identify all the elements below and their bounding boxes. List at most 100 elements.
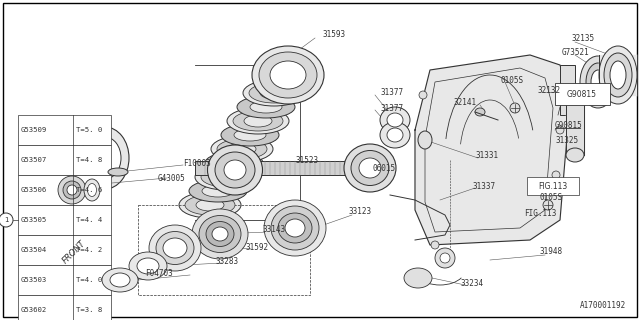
- Ellipse shape: [205, 152, 263, 174]
- Ellipse shape: [207, 145, 262, 195]
- Text: 31593: 31593: [322, 29, 345, 38]
- Ellipse shape: [380, 107, 410, 133]
- Text: 31948: 31948: [540, 247, 563, 257]
- Bar: [18, 205, 111, 235]
- Circle shape: [419, 91, 427, 99]
- Ellipse shape: [610, 61, 626, 89]
- Ellipse shape: [110, 273, 130, 287]
- Ellipse shape: [260, 87, 288, 99]
- Text: FIG.113: FIG.113: [538, 181, 568, 190]
- Ellipse shape: [217, 139, 267, 159]
- Ellipse shape: [249, 83, 299, 103]
- Ellipse shape: [387, 128, 403, 142]
- Ellipse shape: [586, 63, 610, 101]
- Ellipse shape: [212, 171, 240, 183]
- Ellipse shape: [102, 268, 138, 292]
- Ellipse shape: [344, 144, 396, 192]
- Text: G53505: G53505: [21, 217, 47, 223]
- Text: F04703: F04703: [145, 268, 173, 277]
- Text: T=4. 6: T=4. 6: [76, 187, 102, 193]
- Ellipse shape: [201, 167, 251, 187]
- Ellipse shape: [387, 113, 403, 127]
- Ellipse shape: [192, 209, 248, 259]
- Text: FIG.113: FIG.113: [524, 209, 556, 218]
- Ellipse shape: [252, 46, 324, 104]
- Text: 31325: 31325: [555, 135, 578, 145]
- Ellipse shape: [278, 213, 312, 243]
- Text: G53602: G53602: [21, 307, 47, 313]
- Text: 33283: 33283: [215, 258, 238, 267]
- Bar: [18, 235, 111, 265]
- Ellipse shape: [195, 164, 257, 190]
- Text: T=4. 8: T=4. 8: [76, 157, 102, 163]
- Text: G73521: G73521: [562, 47, 589, 57]
- Text: 31592: 31592: [245, 243, 268, 252]
- Circle shape: [543, 200, 553, 210]
- Ellipse shape: [580, 56, 616, 108]
- Ellipse shape: [179, 192, 241, 218]
- Text: T=3. 8: T=3. 8: [76, 307, 102, 313]
- Bar: [555, 83, 610, 105]
- Text: 33234: 33234: [460, 278, 483, 287]
- Text: 31377: 31377: [380, 87, 403, 97]
- Text: T=4. 0: T=4. 0: [76, 277, 102, 283]
- Ellipse shape: [211, 136, 273, 162]
- Ellipse shape: [591, 70, 605, 94]
- Bar: [18, 115, 111, 145]
- Ellipse shape: [244, 115, 272, 127]
- Text: 32132: 32132: [538, 85, 561, 94]
- Ellipse shape: [475, 108, 485, 116]
- Ellipse shape: [404, 268, 432, 288]
- Ellipse shape: [108, 168, 128, 176]
- Circle shape: [58, 176, 86, 204]
- Text: 0105S: 0105S: [500, 76, 523, 84]
- Ellipse shape: [566, 88, 584, 102]
- Ellipse shape: [243, 80, 305, 106]
- Ellipse shape: [351, 150, 389, 186]
- Ellipse shape: [221, 124, 279, 146]
- Circle shape: [510, 103, 520, 113]
- Circle shape: [431, 241, 439, 249]
- Bar: [195, 161, 375, 175]
- Bar: [18, 175, 111, 205]
- Bar: [18, 145, 111, 175]
- Ellipse shape: [250, 101, 282, 113]
- Text: G53509: G53509: [21, 127, 47, 133]
- Ellipse shape: [566, 148, 584, 162]
- Text: G90815: G90815: [567, 90, 597, 99]
- Polygon shape: [599, 55, 637, 95]
- Text: T=4. 4: T=4. 4: [76, 217, 102, 223]
- Text: FRONT: FRONT: [61, 238, 88, 265]
- Ellipse shape: [202, 185, 234, 197]
- Text: 31331: 31331: [475, 150, 498, 159]
- Bar: [527, 177, 579, 195]
- Text: G90815: G90815: [555, 121, 583, 130]
- Ellipse shape: [271, 206, 319, 250]
- Ellipse shape: [380, 122, 410, 148]
- Ellipse shape: [259, 52, 317, 98]
- Ellipse shape: [199, 215, 241, 252]
- Ellipse shape: [89, 137, 121, 179]
- Ellipse shape: [224, 160, 246, 180]
- Ellipse shape: [185, 195, 235, 215]
- Polygon shape: [415, 55, 570, 245]
- Text: 1: 1: [4, 217, 8, 223]
- Ellipse shape: [84, 179, 100, 201]
- Ellipse shape: [227, 108, 289, 134]
- Ellipse shape: [418, 131, 432, 149]
- Ellipse shape: [285, 219, 305, 237]
- Text: 32135: 32135: [572, 34, 595, 43]
- Text: G53506: G53506: [21, 187, 47, 193]
- Text: T=5. 0: T=5. 0: [76, 127, 102, 133]
- Ellipse shape: [81, 127, 129, 189]
- Text: 31523: 31523: [295, 156, 318, 164]
- Text: 0105S: 0105S: [540, 194, 563, 203]
- Bar: [18, 265, 111, 295]
- Ellipse shape: [212, 227, 228, 241]
- Ellipse shape: [359, 158, 381, 178]
- Circle shape: [63, 181, 81, 199]
- Ellipse shape: [137, 258, 159, 274]
- Polygon shape: [566, 95, 584, 155]
- Bar: [18, 295, 111, 320]
- Ellipse shape: [129, 252, 167, 280]
